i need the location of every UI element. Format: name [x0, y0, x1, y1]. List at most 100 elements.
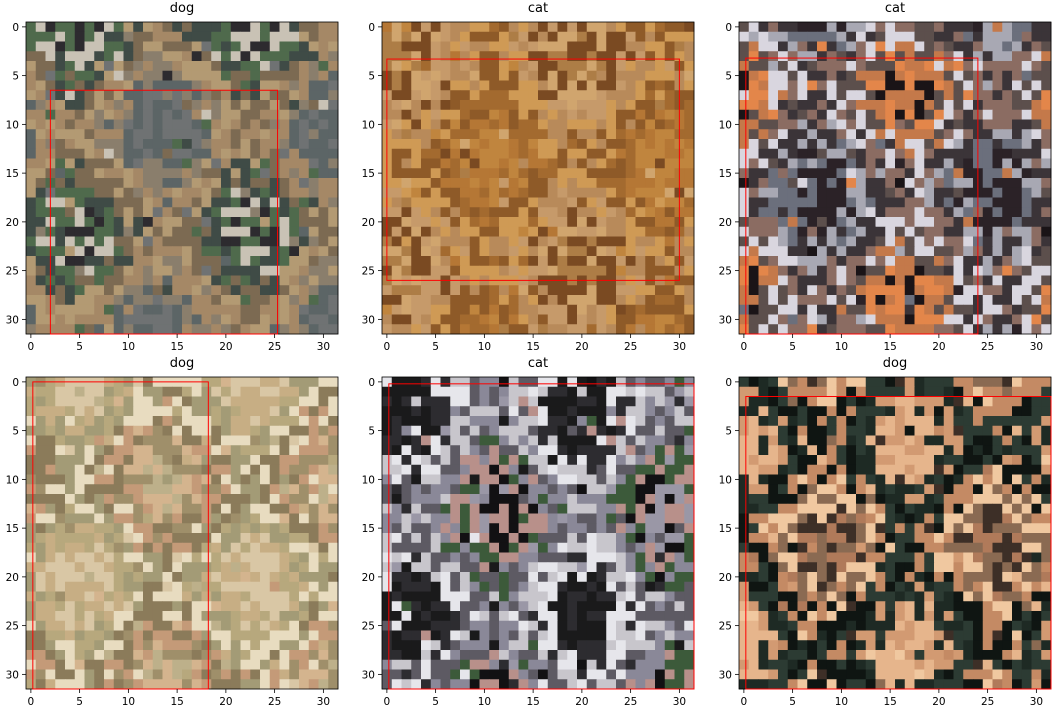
panel-3: cat 0 0 5 5 10 10 15 15 20 20 25 25 30 30	[719, 1, 1052, 353]
x-tick-label: 0	[384, 341, 391, 353]
axes-frame	[381, 21, 695, 335]
x-tick-label: 20	[219, 696, 232, 708]
x-tick-label: 25	[268, 341, 281, 353]
x-tick-label: 30	[317, 341, 330, 353]
y-tick-label: 10	[362, 474, 375, 486]
x-tick-label: 25	[624, 696, 637, 708]
x-tick-label: 25	[624, 341, 637, 353]
bounding-box	[49, 89, 279, 335]
y-tick-label: 20	[362, 572, 375, 584]
x-tick-label: 10	[478, 341, 491, 353]
panel-4: dog 0 0 5 5 10 10 15 15 20 20 25 25 30 30	[6, 356, 339, 708]
x-tick-label: 10	[835, 341, 848, 353]
panel-2: cat 0 0 5 5 10 10 15 15 20 20 25 25 30 30	[362, 1, 695, 353]
y-tick-label: 20	[362, 217, 375, 229]
x-tick-label: 30	[1030, 696, 1043, 708]
y-tick-label: 20	[719, 217, 732, 229]
pixel-image	[26, 22, 339, 335]
x-tick-label: 5	[432, 696, 439, 708]
y-tick-label: 20	[6, 572, 19, 584]
bounding-box	[388, 383, 695, 690]
x-tick-label: 15	[170, 696, 183, 708]
y-tick-label: 0	[725, 22, 732, 34]
x-tick-label: 20	[575, 696, 588, 708]
bounding-box	[745, 396, 1052, 690]
y-tick-label: 15	[6, 523, 19, 535]
y-tick-label: 10	[362, 119, 375, 131]
y-tick-label: 20	[719, 572, 732, 584]
x-tick-label: 30	[673, 696, 686, 708]
y-tick-label: 5	[12, 71, 19, 83]
y-tick-label: 15	[719, 523, 732, 535]
bounding-box	[32, 381, 209, 690]
y-tick-label: 5	[368, 426, 375, 438]
panel-title: dog	[883, 356, 907, 371]
y-tick-label: 10	[6, 474, 19, 486]
x-tick-label: 25	[981, 696, 994, 708]
panel-1: dog 0 0 5 5 10 10 15 15 20 20 25 25 30 30	[6, 1, 339, 353]
x-tick-label: 5	[432, 341, 439, 353]
x-tick-label: 5	[789, 341, 796, 353]
x-tick-label: 15	[526, 696, 539, 708]
y-tick-label: 25	[719, 621, 732, 633]
x-tick-label: 15	[883, 696, 896, 708]
y-tick-label: 30	[6, 669, 19, 681]
x-tick-label: 0	[384, 696, 391, 708]
x-tick-label: 30	[673, 341, 686, 353]
pixel-image	[26, 377, 339, 690]
y-tick-label: 5	[725, 71, 732, 83]
y-tick-label: 20	[6, 217, 19, 229]
y-tick-label: 25	[362, 621, 375, 633]
y-tick-label: 25	[362, 266, 375, 278]
y-tick-label: 0	[368, 22, 375, 34]
x-tick-label: 0	[741, 341, 748, 353]
x-tick-label: 5	[76, 341, 83, 353]
pixel-image	[739, 377, 1052, 690]
y-tick-label: 25	[6, 266, 19, 278]
x-tick-label: 10	[478, 696, 491, 708]
panel-5: cat 0 0 5 5 10 10 15 15 20 20 25 25 30 30	[362, 356, 695, 708]
x-tick-label: 5	[789, 696, 796, 708]
y-tick-label: 10	[719, 474, 732, 486]
x-tick-label: 30	[1030, 341, 1043, 353]
x-tick-label: 0	[28, 696, 35, 708]
panel-6: dog 0 0 5 5 10 10 15 15 20 20 25 25 30 30	[719, 356, 1052, 708]
y-tick-label: 5	[725, 426, 732, 438]
x-tick-label: 0	[741, 696, 748, 708]
y-tick-label: 25	[719, 266, 732, 278]
y-tick-label: 0	[12, 377, 19, 389]
panel-title: cat	[885, 1, 905, 16]
panel-title: cat	[528, 1, 548, 16]
panel-title: cat	[528, 356, 548, 371]
x-tick-label: 10	[122, 341, 135, 353]
x-tick-label: 15	[883, 341, 896, 353]
y-tick-label: 15	[719, 168, 732, 180]
x-tick-label: 25	[981, 341, 994, 353]
y-tick-label: 0	[725, 377, 732, 389]
x-tick-label: 0	[28, 341, 35, 353]
panel-title: dog	[170, 356, 194, 371]
y-tick-label: 15	[362, 523, 375, 535]
x-tick-label: 25	[268, 696, 281, 708]
x-tick-label: 10	[122, 696, 135, 708]
x-tick-label: 20	[932, 341, 945, 353]
y-tick-label: 5	[368, 71, 375, 83]
pixel-image	[739, 22, 1052, 335]
y-tick-label: 30	[719, 314, 732, 326]
pixel-image	[382, 377, 695, 690]
y-tick-label: 30	[362, 314, 375, 326]
y-tick-label: 10	[719, 119, 732, 131]
x-tick-label: 10	[835, 696, 848, 708]
x-tick-label: 20	[575, 341, 588, 353]
y-tick-label: 30	[6, 314, 19, 326]
y-tick-label: 25	[6, 621, 19, 633]
bounding-box	[745, 57, 979, 335]
panel-title: dog	[170, 1, 194, 16]
x-tick-label: 15	[170, 341, 183, 353]
y-tick-label: 5	[12, 426, 19, 438]
x-tick-label: 20	[932, 696, 945, 708]
x-tick-label: 5	[76, 696, 83, 708]
x-tick-label: 15	[526, 341, 539, 353]
y-tick-label: 30	[719, 669, 732, 681]
